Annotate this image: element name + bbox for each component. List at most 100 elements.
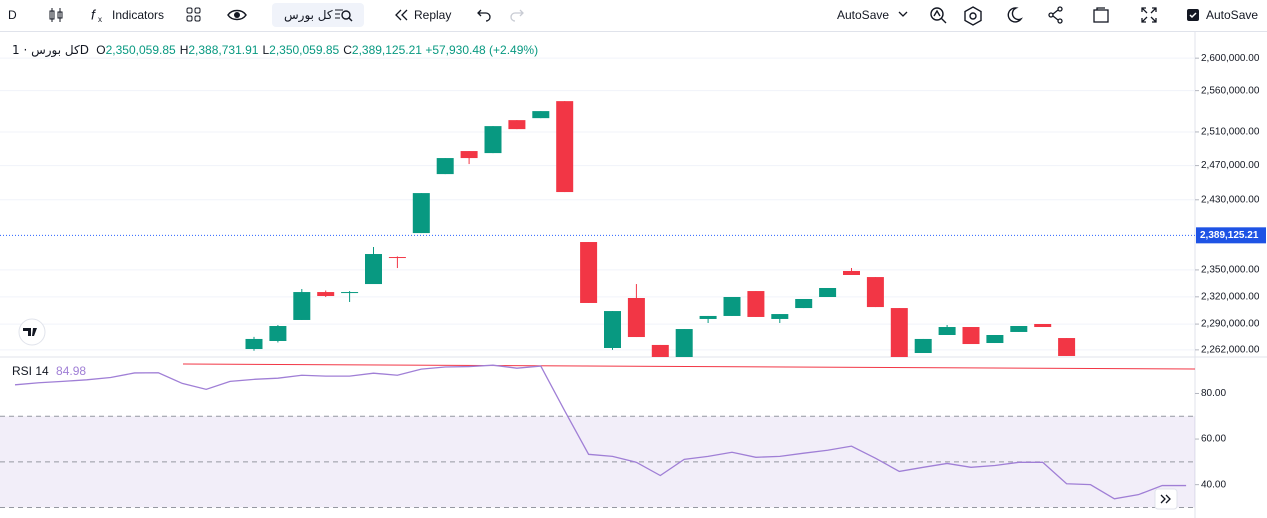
settings-icon[interactable] [963, 6, 983, 26]
legend-field-value: 2,350,059.85 [105, 43, 176, 57]
candle-body [1058, 338, 1076, 356]
legend-key: C [343, 43, 352, 57]
y-tick-label: 2,510,000.00 [1201, 127, 1260, 138]
y-tick-label: 40.00 [1201, 479, 1226, 490]
candle-body [365, 254, 382, 285]
candle-body [341, 292, 359, 294]
scroll-button[interactable] [1154, 488, 1178, 510]
candle-body [484, 126, 502, 154]
candle-body [795, 298, 813, 309]
eye-icon[interactable] [227, 6, 247, 24]
svg-text:f: f [91, 7, 97, 23]
price-legend: کل بورس · 1D O2,350,059.85 H2,388,731.91 L… [12, 43, 538, 57]
search-icon [335, 9, 353, 22]
candle-body [866, 277, 884, 308]
replay-icon[interactable] [395, 8, 409, 22]
rsi-pane [0, 364, 1195, 508]
y-tick-label: 2,430,000.00 [1201, 194, 1260, 205]
candle-body [604, 311, 621, 349]
snapshot-icon[interactable] [1092, 6, 1110, 24]
legend-change: +57,930.48 (+2.49%) [425, 43, 539, 57]
redo-icon [510, 9, 524, 22]
candle-body [986, 335, 1004, 344]
candle-body [436, 158, 454, 175]
y-tick-label: 2,320,000.00 [1201, 291, 1260, 302]
candle-body [938, 327, 956, 336]
trend-line[interactable] [182, 363, 1196, 370]
candle-body [460, 151, 478, 159]
candle-icon[interactable] [47, 6, 65, 24]
y-tick-label: 2,600,000.00 [1201, 53, 1260, 64]
y-tick-label: 2,560,000.00 [1201, 85, 1260, 96]
fullscreen-icon[interactable] [1140, 6, 1158, 24]
symbol-search-text: کل بورس [284, 8, 333, 22]
candle-body [699, 315, 717, 319]
candle-body [508, 120, 526, 130]
candle-body [1010, 326, 1028, 332]
y-tick-label: 2,262,000.00 [1201, 344, 1260, 355]
undo-icon[interactable] [476, 6, 492, 22]
scroll-icon[interactable] [1160, 494, 1171, 504]
candle-body [890, 308, 908, 357]
candle-body [317, 292, 335, 297]
legend-field: L2,350,059.85 [262, 43, 339, 57]
candle-body [723, 297, 741, 316]
candle-body [269, 326, 287, 341]
autosave-checkbox[interactable] [1186, 8, 1200, 22]
legend-field-value: 2,388,731.91 [188, 43, 259, 57]
svg-text:x: x [98, 15, 102, 24]
legend-title: کل بورس · 1D [12, 43, 89, 57]
legend-field: C2,389,125.21 [343, 43, 422, 57]
rsi-line [14, 364, 1187, 500]
legend-field-value: 2,389,125.21 [351, 43, 422, 57]
candle-body [532, 111, 550, 119]
last-price-label: 2,389,125.21 [1200, 230, 1259, 241]
legend-key: H [179, 43, 189, 57]
y-tick-label: 60.00 [1201, 434, 1226, 445]
tv-logo [18, 318, 46, 346]
legend-field: O2,350,059.85 [96, 43, 175, 57]
candle-body [388, 257, 406, 259]
candle-body [675, 329, 693, 357]
chevron-icon[interactable] [898, 10, 908, 18]
candle-body [914, 338, 932, 354]
replay-button[interactable]: Replay [414, 8, 452, 22]
share-icon[interactable] [1047, 6, 1065, 24]
candle-body [293, 292, 311, 320]
legend-field-value: 2,350,059.85 [269, 43, 340, 57]
y-tick-label: 2,290,000.00 [1201, 319, 1260, 330]
price-pane [0, 57, 1195, 357]
rsi-value: 84.98 [56, 364, 87, 378]
candle-body [819, 287, 837, 298]
alert-icon[interactable] [929, 6, 949, 26]
candle-body [843, 270, 860, 276]
candle-body [747, 291, 765, 317]
symbol-short[interactable]: D [8, 8, 17, 22]
symbol-search-button[interactable]: کل بورس [272, 3, 364, 27]
rsi-legend: RSI 14 84.98 [12, 364, 86, 378]
indicators-button[interactable]: Indicators [112, 8, 165, 22]
candle-body [245, 338, 263, 350]
templates-icon[interactable] [185, 6, 203, 24]
price-axis: 2,600,000.00 2,560,000.00 2,510,000.00 2,47… [1195, 53, 1266, 490]
autosave-menu[interactable]: AutoSave [837, 8, 890, 22]
theme-icon[interactable] [1005, 6, 1023, 24]
candle-body [556, 101, 574, 193]
legend-field: H2,388,731.91 [180, 43, 259, 57]
candle-body [580, 242, 598, 303]
legend-key: L [262, 43, 270, 57]
candle-body [412, 193, 430, 234]
candle-body [962, 327, 980, 345]
candle-body [1034, 323, 1052, 328]
y-tick-label: 2,470,000.00 [1201, 160, 1260, 171]
y-tick-label: 80.00 [1201, 388, 1226, 399]
candle-body [771, 314, 789, 319]
rsi-name: RSI 14 [12, 364, 49, 378]
candle-body [651, 344, 669, 357]
autosave-label[interactable]: AutoSave [1206, 8, 1259, 22]
legend-key: O [96, 43, 106, 57]
y-tick-label: 2,350,000.00 [1201, 265, 1260, 276]
chart: 2,600,000.00 2,560,000.00 2,510,000.00 2,47… [0, 32, 1267, 518]
